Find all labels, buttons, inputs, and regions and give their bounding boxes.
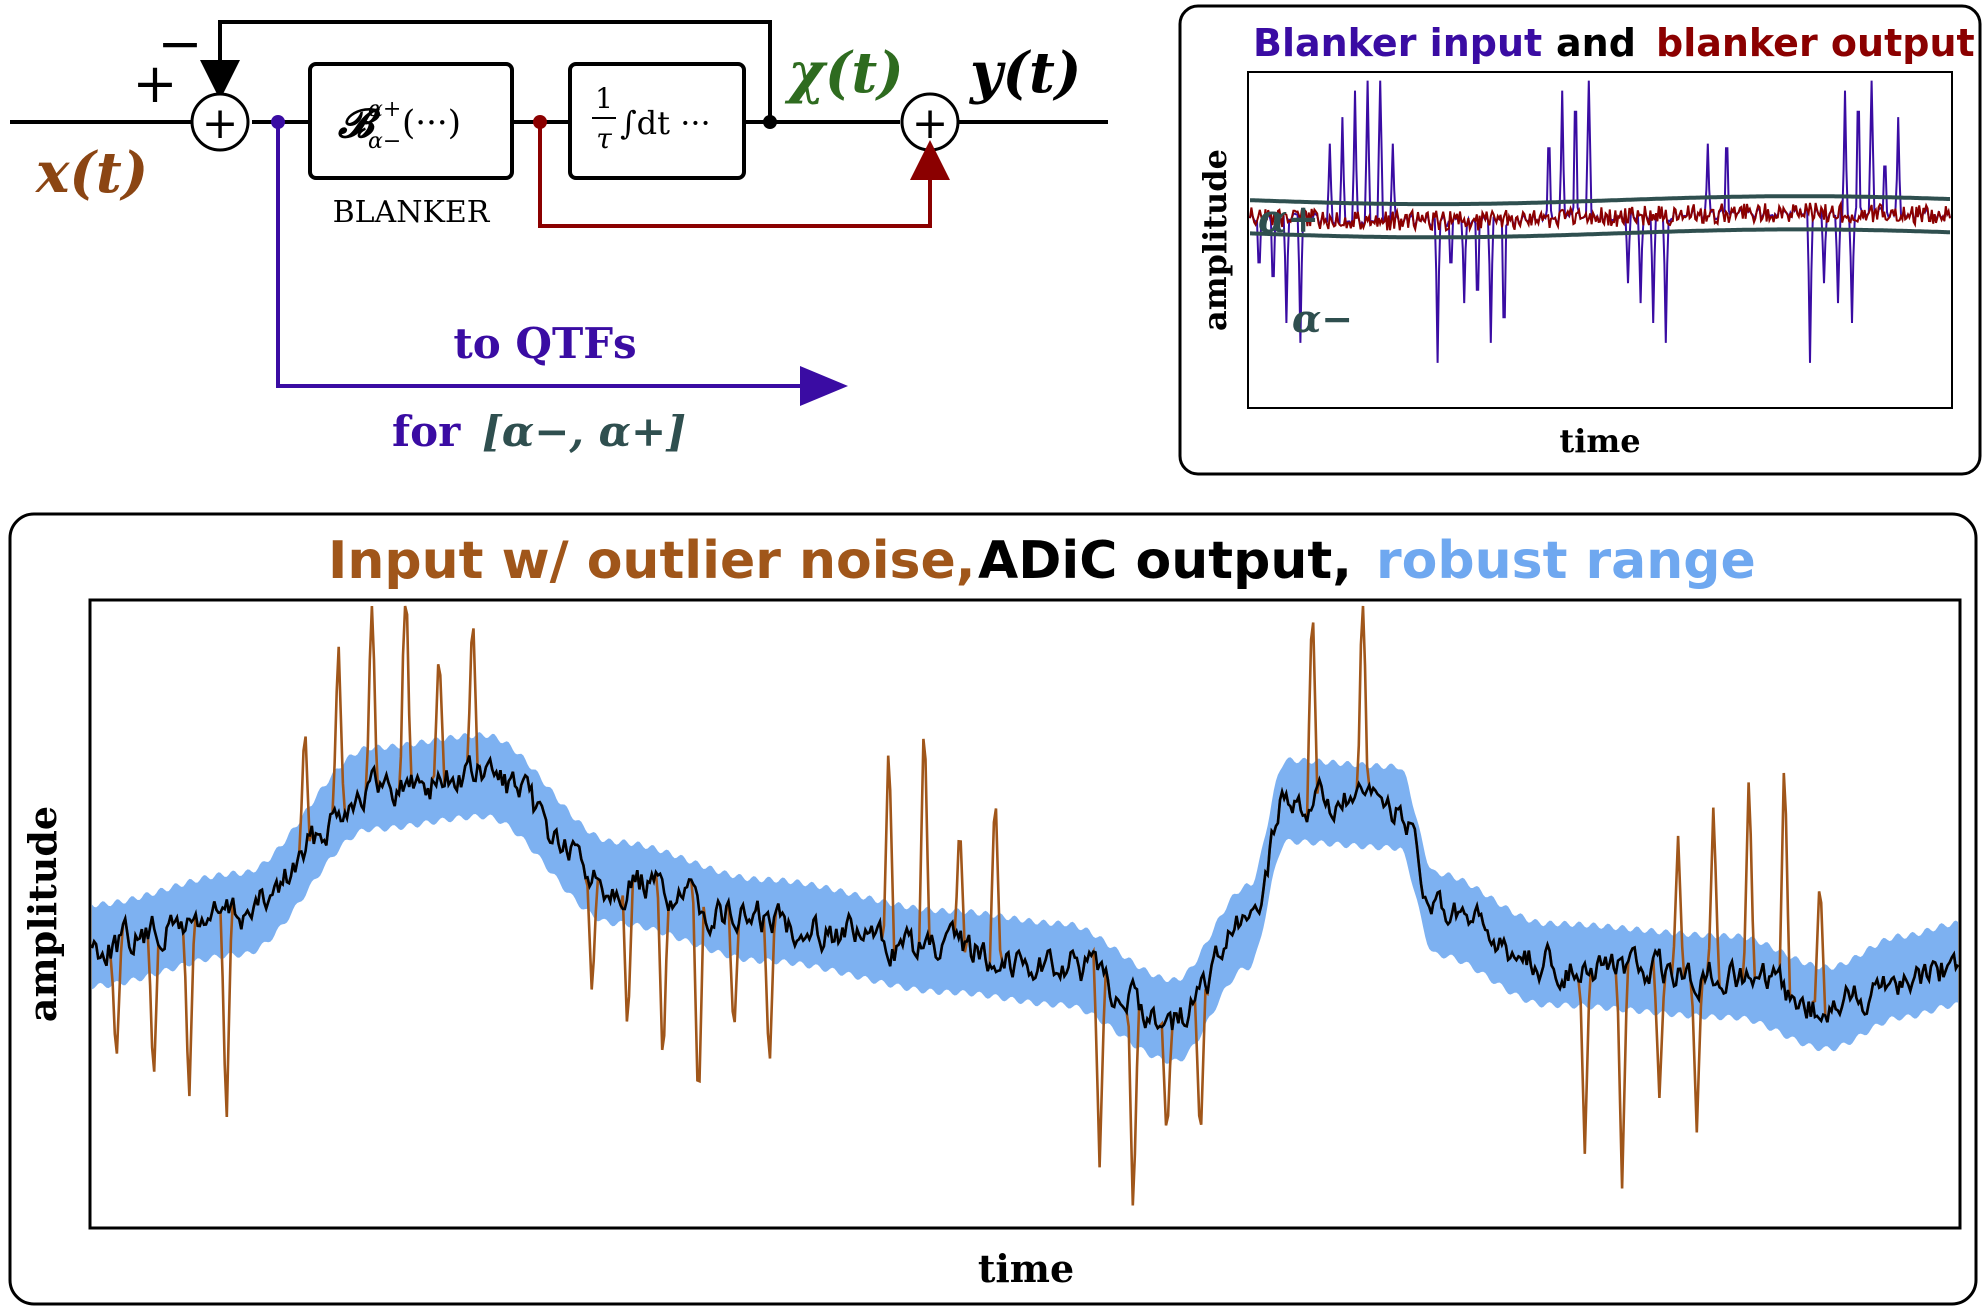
qtf-label: to QTFs <box>453 319 636 368</box>
qtf-range-label: [α−, α+] <box>482 407 686 456</box>
main-panel: Input w/ outlier noise, ADiC output, rob… <box>8 512 1978 1306</box>
integrator-numerator: 1 <box>595 82 613 115</box>
branch-dot-red <box>533 115 547 129</box>
inset-series-blanker-output <box>1249 200 1951 233</box>
main-plot <box>90 605 1960 1206</box>
integrator-body: ∫dt ··· <box>620 104 711 142</box>
plus-sign: + <box>132 52 177 115</box>
input-label: x(t) <box>35 140 148 206</box>
inset-plot-area <box>1247 71 1953 409</box>
branch-dot-blue <box>271 115 285 129</box>
integrator-denominator: τ <box>596 122 612 155</box>
main-title-part2: ADiC output, <box>978 531 1352 591</box>
integrator-block <box>568 62 746 180</box>
inset-xlabel: time <box>1559 422 1640 460</box>
inset-alpha-minus-label: α− <box>1292 296 1353 341</box>
blanker-label: BLANKER <box>333 195 491 230</box>
block-diagram: + + − 𝓑 α+ α− (···) BLANKER 1 τ ∫dt ··· … <box>10 12 1108 456</box>
inset-ylabel: amplitude <box>1196 149 1234 331</box>
feedback-loop <box>200 20 772 122</box>
blanker-superscript: α+ <box>368 97 401 122</box>
blanker-args: (···) <box>402 103 461 143</box>
inset-threshold-alpha-plus <box>1250 194 1950 207</box>
branch-dot-chi <box>763 115 777 129</box>
inset-title-part3: blanker output <box>1656 21 1975 65</box>
summing-junction-1 <box>190 92 250 152</box>
inset-alpha-plus-label: α+ <box>1258 196 1319 241</box>
blanker-subscript: α− <box>368 129 401 154</box>
sum-symbol-2: + <box>912 98 949 149</box>
main-plot-area <box>88 598 1962 1230</box>
qtf-for-label: for <box>392 407 461 456</box>
minus-sign: − <box>157 12 202 75</box>
main-title-part3: robust range <box>1376 531 1756 591</box>
output-label: y(t) <box>968 40 1081 106</box>
robust-range-band <box>92 732 1958 1064</box>
blanker-block <box>308 62 514 180</box>
inset-threshold-alpha-minus <box>1250 227 1950 240</box>
chi-label: χ(t) <box>784 40 904 106</box>
inset-panel: Blanker input and blanker output α+ α− a… <box>1178 4 1982 476</box>
series-adic-output <box>90 755 1960 1031</box>
inset-plot <box>1249 80 1951 363</box>
to-qtf-path <box>276 122 848 406</box>
main-xlabel: time <box>978 1246 1074 1291</box>
blanker-output-path <box>538 122 950 228</box>
main-title-part1: Input w/ outlier noise, <box>328 531 976 591</box>
main-ylabel: amplitude <box>20 806 65 1022</box>
inset-title-part1: Blanker input <box>1253 21 1542 65</box>
sum-symbol-1: + <box>202 98 239 149</box>
inset-title-part2: and <box>1556 21 1636 65</box>
